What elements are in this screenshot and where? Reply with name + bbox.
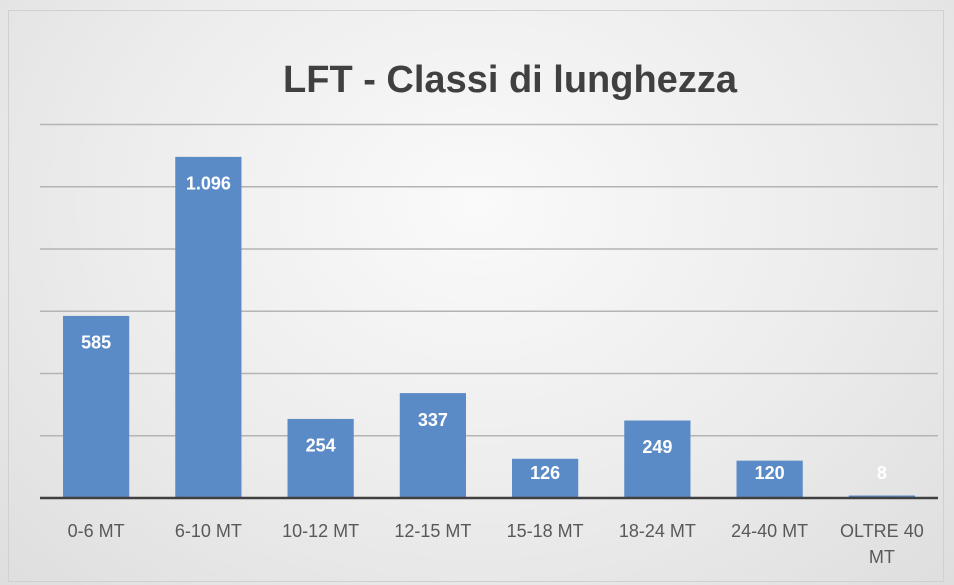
x-tick-label: 6-10 MT: [174, 521, 242, 541]
chart-title: LFT - Classi di lunghezza: [283, 59, 738, 101]
value-label: 8: [877, 463, 887, 483]
bar: [175, 156, 242, 498]
bar: [512, 458, 579, 498]
value-label: 1.096: [186, 174, 231, 194]
x-tick-label: 18-24 MT: [618, 521, 696, 541]
value-label: 120: [755, 463, 785, 483]
x-tick-label: OLTRE 40 MT: [840, 521, 924, 567]
bar: [287, 418, 354, 498]
bar: [399, 393, 466, 498]
value-label: 585: [81, 333, 111, 353]
x-tick-label: 0-6 MT: [67, 521, 125, 541]
bar: [63, 315, 130, 498]
value-label: 337: [418, 410, 448, 430]
bar: [736, 460, 803, 498]
bar: [624, 420, 691, 498]
x-tick-label: 24-40 MT: [731, 521, 809, 541]
x-tick-label: 15-18 MT: [506, 521, 584, 541]
value-label: 254: [306, 436, 336, 456]
chart-frame: [8, 10, 944, 582]
x-tick-label: 12-15 MT: [394, 521, 472, 541]
x-tick-label: 10-12 MT: [282, 521, 360, 541]
value-label: 249: [642, 437, 672, 457]
value-label: 126: [530, 463, 560, 483]
